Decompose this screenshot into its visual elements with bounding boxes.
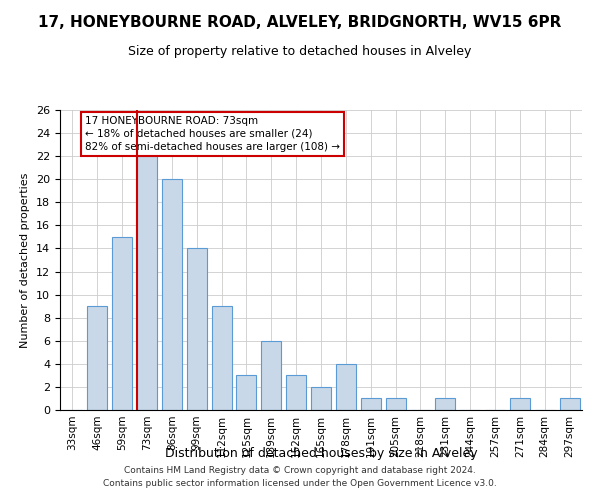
Bar — [262, 341, 281, 410]
Bar — [560, 398, 580, 410]
Text: Contains HM Land Registry data © Crown copyright and database right 2024.
Contai: Contains HM Land Registry data © Crown c… — [103, 466, 497, 487]
Bar — [361, 398, 380, 410]
Bar — [386, 398, 406, 410]
Bar — [336, 364, 356, 410]
Bar — [510, 398, 530, 410]
Bar — [112, 237, 132, 410]
Bar — [311, 387, 331, 410]
Bar — [436, 398, 455, 410]
Bar — [212, 306, 232, 410]
Bar — [286, 376, 306, 410]
Bar — [162, 179, 182, 410]
Bar — [137, 156, 157, 410]
Bar — [236, 376, 256, 410]
Text: Distribution of detached houses by size in Alveley: Distribution of detached houses by size … — [164, 448, 478, 460]
Text: Size of property relative to detached houses in Alveley: Size of property relative to detached ho… — [128, 45, 472, 58]
Y-axis label: Number of detached properties: Number of detached properties — [20, 172, 31, 348]
Bar — [187, 248, 206, 410]
Text: 17 HONEYBOURNE ROAD: 73sqm
← 18% of detached houses are smaller (24)
82% of semi: 17 HONEYBOURNE ROAD: 73sqm ← 18% of deta… — [85, 116, 340, 152]
Text: 17, HONEYBOURNE ROAD, ALVELEY, BRIDGNORTH, WV15 6PR: 17, HONEYBOURNE ROAD, ALVELEY, BRIDGNORT… — [38, 15, 562, 30]
Bar — [88, 306, 107, 410]
